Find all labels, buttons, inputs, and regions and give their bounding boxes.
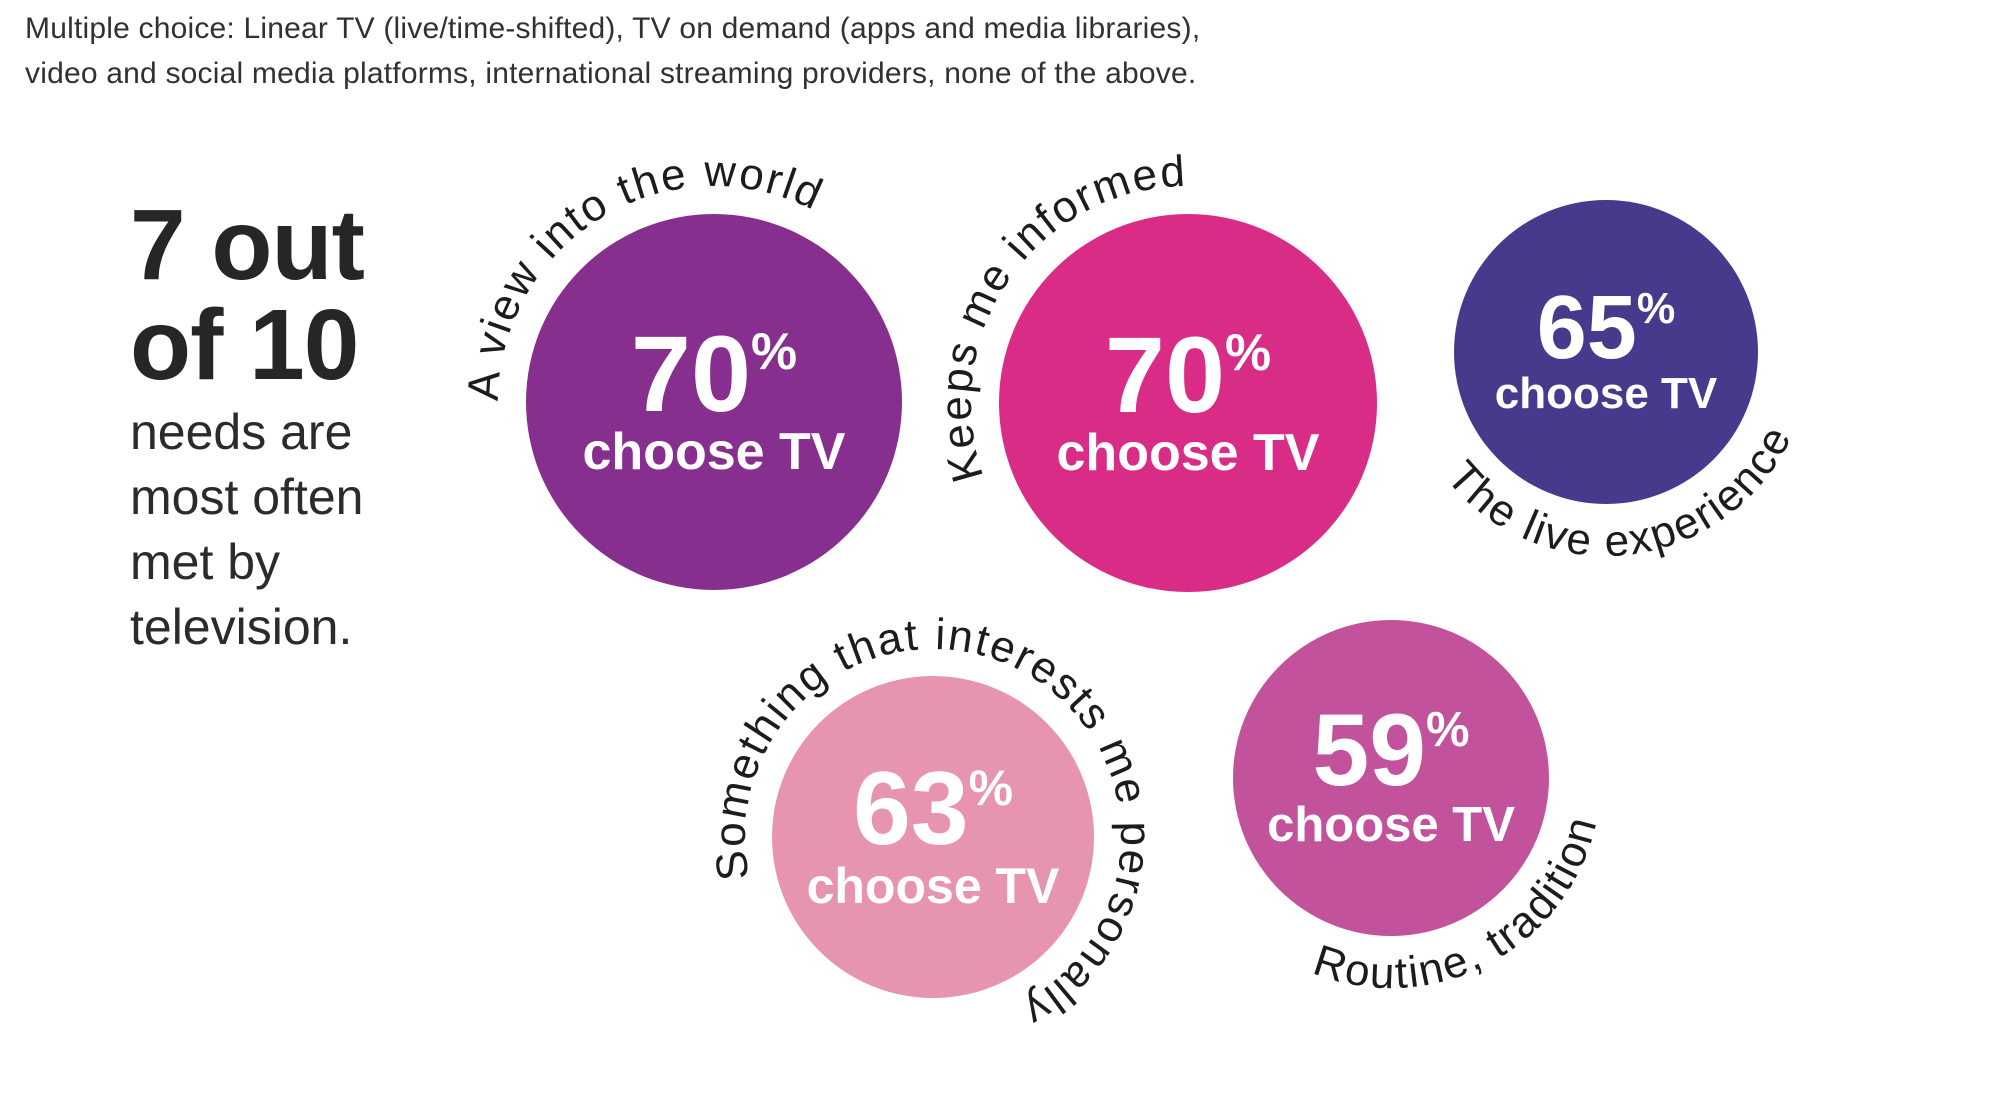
bubble-caption: choose TV: [1267, 798, 1515, 853]
percent-sign: %: [751, 322, 798, 381]
percent-sign: %: [968, 759, 1014, 816]
bubble-value: 65: [1536, 277, 1637, 378]
headline-stat: 7 out of 10: [130, 189, 365, 401]
bubble-caption: choose TV: [582, 423, 846, 482]
bubble-routine-tradition: 59 % choose TV: [1233, 620, 1549, 936]
percent-sign: %: [1425, 703, 1470, 758]
bubble-something-that-interests-me: 63 % choose TV: [772, 676, 1094, 998]
bubble-keeps-me-informed: 70 % choose TV: [999, 214, 1377, 592]
bubble-caption: choose TV: [806, 857, 1060, 914]
bubble-the-live-experience: 65 % choose TV: [1454, 200, 1758, 504]
survey-method-note: Multiple choice: Linear TV (live/time-sh…: [25, 12, 1201, 90]
bubble-a-view-into-the-world: 70 % choose TV: [526, 214, 902, 590]
bubble-value-row: 70 %: [1104, 314, 1272, 436]
bubble-value-row: 70 %: [630, 313, 798, 435]
headline-stat-description: needs are most often met by television.: [130, 404, 364, 655]
percent-sign: %: [1225, 323, 1272, 382]
bubble-value-row: 59 %: [1312, 693, 1470, 808]
bubble-value-row: 63 %: [852, 750, 1014, 867]
bubble-caption: choose TV: [1056, 424, 1320, 483]
bubble-value: 70: [630, 313, 752, 435]
bubble-value: 63: [852, 750, 969, 867]
bubble-value: 70: [1104, 314, 1226, 436]
bubble-caption: choose TV: [1494, 369, 1718, 419]
bubble-value: 59: [1312, 693, 1426, 808]
bubble-value-row: 65 %: [1536, 277, 1676, 378]
percent-sign: %: [1636, 285, 1676, 334]
